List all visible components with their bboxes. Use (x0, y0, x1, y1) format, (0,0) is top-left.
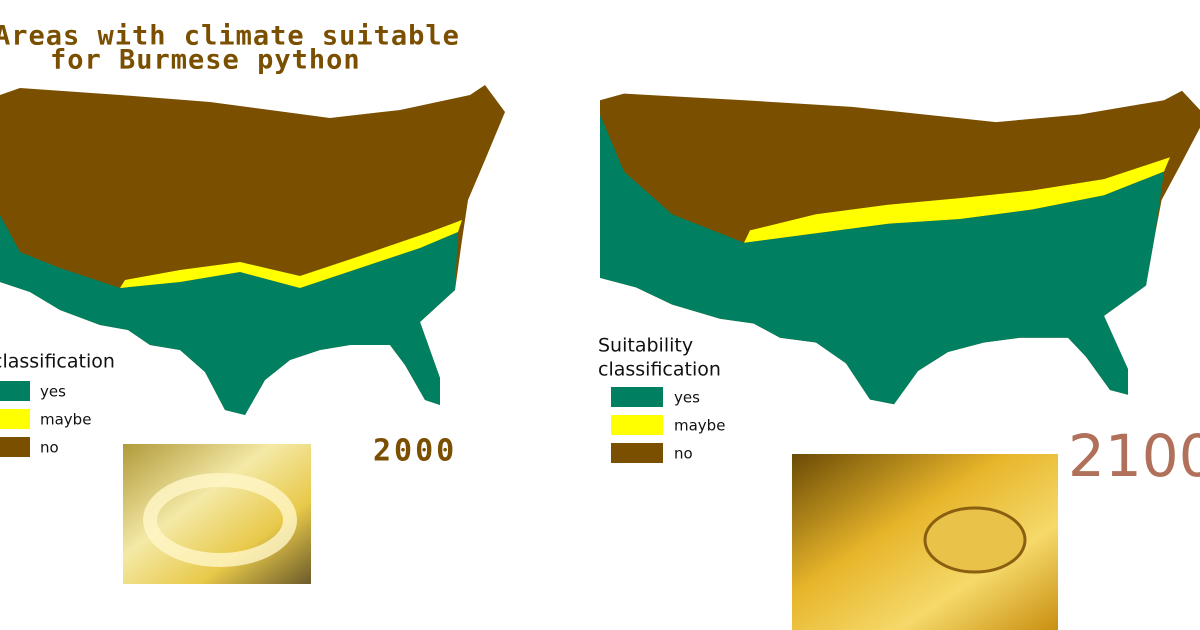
region-yes (600, 114, 1164, 405)
region-yes (0, 215, 458, 415)
legend-title: classification (0, 351, 115, 373)
legend-label: yes (674, 389, 700, 407)
legend-title: classification (598, 359, 721, 381)
legend-label: yes (40, 383, 66, 401)
python-photo (143, 473, 297, 567)
year-label: 2000 (373, 434, 457, 469)
map-title: for Burmese python (50, 45, 361, 76)
legend-title: Suitability (598, 335, 693, 357)
python-photo (923, 506, 1027, 574)
map-2000: Areas with climate suitable for Burmese … (0, 21, 505, 584)
legend-label: maybe (40, 411, 91, 429)
legend-label: maybe (674, 417, 725, 435)
legend-swatch (611, 443, 663, 463)
legend-label: no (674, 445, 693, 463)
legend-label: no (40, 439, 59, 457)
legend-swatch (0, 409, 30, 429)
map-2100: Suitability classification yes maybe no … (598, 90, 1200, 630)
year-label: 2100 (1068, 422, 1200, 490)
legend-swatch (0, 381, 30, 401)
region-maybe (744, 157, 1170, 243)
legend-swatch (0, 437, 30, 457)
legend-swatch (611, 415, 663, 435)
region-maybe (120, 220, 462, 288)
map-title: Areas with climate suitable (0, 21, 460, 52)
map-shape (600, 90, 1200, 405)
legend-swatch (611, 387, 663, 407)
